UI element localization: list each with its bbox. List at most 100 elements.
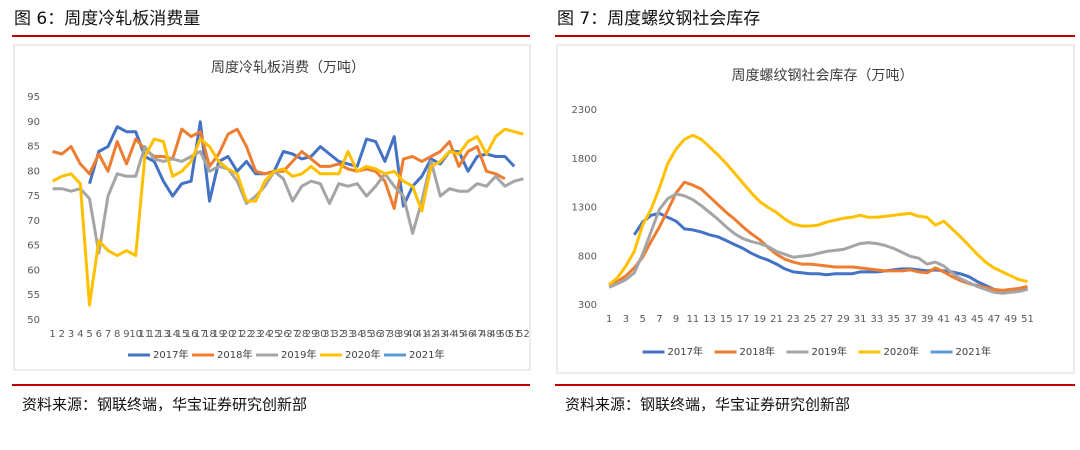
series-line: [52, 145, 524, 255]
x-tick-label: 5: [86, 329, 92, 340]
series-line: [51, 127, 524, 307]
title-rule: [12, 35, 530, 37]
x-tick-label: 1: [49, 329, 55, 340]
x-tick-label: 21: [231, 329, 244, 340]
legend-label: 2017年: [668, 345, 703, 358]
y-tick-label: 85: [27, 142, 40, 153]
x-tick-label: 11: [686, 314, 699, 325]
legend-label: 2021年: [956, 345, 991, 358]
x-tick-label: 2: [59, 329, 65, 340]
x-tick-label: 47: [471, 329, 484, 340]
x-tick-label: 12: [148, 329, 161, 340]
source-note: 资料来源：钢联终端，华宝证券研究创新部: [565, 396, 850, 414]
chart-frame: [556, 44, 1075, 374]
x-tick-label: 14: [166, 329, 179, 340]
series-line: [633, 211, 1028, 293]
x-tick-label: 22: [240, 329, 253, 340]
figure-title: 图 6：周度冷轧板消费量: [14, 9, 200, 29]
source-rule: [12, 384, 530, 386]
chart-title: 周度冷轧板消费（万吨）: [211, 60, 365, 76]
x-tick-label: 32: [332, 329, 345, 340]
legend-label: 2019年: [812, 345, 847, 358]
y-tick-label: 70: [27, 216, 40, 227]
x-tick-label: 40: [406, 329, 419, 340]
x-tick-label: 16: [185, 329, 198, 340]
x-tick-label: 50: [499, 329, 512, 340]
x-tick-label: 41: [415, 329, 428, 340]
x-tick-label: 34: [351, 329, 364, 340]
x-tick-label: 25: [268, 329, 281, 340]
x-tick-label: 10: [129, 329, 142, 340]
y-tick-label: 60: [27, 265, 40, 276]
x-tick-label: 36: [369, 329, 382, 340]
x-tick-label: 5: [639, 314, 645, 325]
legend-label: 2021年: [409, 348, 444, 361]
x-tick-label: 19: [753, 314, 766, 325]
source-rule: [555, 384, 1075, 386]
series-line: [608, 133, 1028, 286]
x-tick-label: 1: [606, 314, 612, 325]
x-tick-label: 11: [139, 329, 152, 340]
x-tick-label: 45: [452, 329, 465, 340]
x-tick-label: 43: [434, 329, 447, 340]
x-tick-label: 9: [673, 314, 679, 325]
x-tick-label: 13: [703, 314, 716, 325]
x-tick-label: 30: [314, 329, 327, 340]
x-tick-label: 42: [425, 329, 438, 340]
x-tick-label: 38: [388, 329, 401, 340]
y-tick-label: 1800: [572, 154, 597, 165]
x-tick-label: 43: [954, 314, 967, 325]
x-tick-label: 51: [508, 329, 521, 340]
x-tick-label: 37: [904, 314, 917, 325]
x-tick-label: 49: [1004, 314, 1017, 325]
x-tick-label: 39: [397, 329, 410, 340]
y-tick-label: 1300: [572, 203, 597, 214]
y-tick-label: 75: [27, 191, 40, 202]
x-tick-label: 51: [1021, 314, 1034, 325]
legend-label: 2018年: [740, 345, 775, 358]
x-tick-label: 4: [77, 329, 83, 340]
x-tick-label: 6: [96, 329, 102, 340]
y-tick-label: 95: [27, 92, 40, 103]
legend-label: 2020年: [345, 348, 380, 361]
x-tick-label: 3: [68, 329, 74, 340]
x-tick-label: 29: [305, 329, 318, 340]
x-tick-label: 41: [937, 314, 950, 325]
chart-title: 周度螺纹钢社会库存（万吨）: [732, 68, 914, 84]
x-tick-label: 44: [443, 329, 456, 340]
y-tick-label: 2300: [572, 105, 597, 116]
x-tick-label: 25: [804, 314, 817, 325]
x-tick-label: 7: [656, 314, 662, 325]
x-tick-label: 31: [323, 329, 336, 340]
x-tick-label: 21: [770, 314, 783, 325]
x-tick-label: 33: [871, 314, 884, 325]
legend-label: 2019年: [281, 348, 316, 361]
x-tick-label: 31: [854, 314, 867, 325]
x-tick-label: 49: [489, 329, 502, 340]
x-tick-label: 8: [114, 329, 120, 340]
x-tick-label: 17: [194, 329, 207, 340]
legend-label: 2018年: [217, 348, 252, 361]
x-tick-label: 9: [123, 329, 129, 340]
x-tick-label: 52: [517, 329, 530, 340]
legend-label: 2020年: [884, 345, 919, 358]
y-tick-label: 300: [578, 300, 597, 311]
figure-title: 图 7：周度螺纹钢社会库存: [557, 9, 760, 29]
x-tick-label: 48: [480, 329, 493, 340]
x-tick-label: 28: [295, 329, 308, 340]
x-tick-label: 19: [212, 329, 225, 340]
legend-label: 2017年: [153, 348, 188, 361]
x-tick-label: 20: [222, 329, 235, 340]
x-tick-label: 46: [462, 329, 475, 340]
x-tick-label: 13: [157, 329, 170, 340]
x-tick-label: 15: [175, 329, 188, 340]
chart-frame: [13, 44, 531, 371]
x-tick-label: 37: [379, 329, 392, 340]
x-tick-label: 7: [105, 329, 111, 340]
x-tick-label: 39: [921, 314, 934, 325]
y-tick-label: 65: [27, 241, 40, 252]
x-tick-label: 3: [623, 314, 629, 325]
series-line: [608, 192, 1028, 295]
source-note: 资料来源：钢联终端，华宝证券研究创新部: [22, 396, 307, 414]
